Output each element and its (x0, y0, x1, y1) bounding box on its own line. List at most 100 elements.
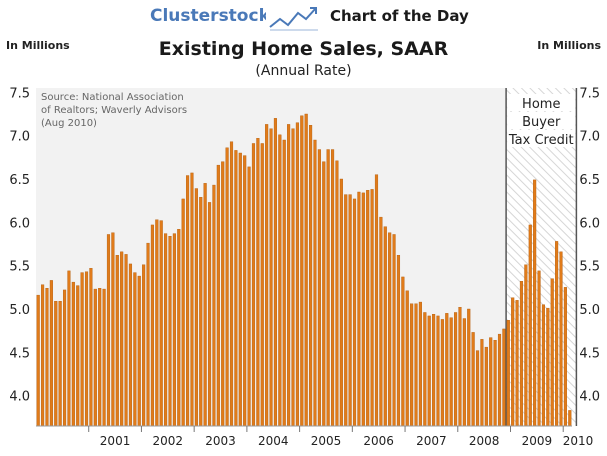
bar (436, 315, 440, 427)
bar (63, 289, 67, 427)
bar (396, 255, 401, 427)
bar (203, 183, 207, 427)
bar (462, 318, 466, 427)
bar (36, 294, 40, 427)
bar (291, 128, 295, 427)
bar (348, 194, 352, 427)
bar (177, 229, 181, 427)
bar (533, 179, 537, 427)
bar (194, 188, 198, 427)
bar (89, 268, 93, 427)
bar (568, 410, 572, 427)
bar (410, 303, 414, 427)
x-tick-label: 2010 (563, 434, 594, 448)
tax-credit-label-bg (507, 112, 576, 129)
bar (366, 190, 370, 427)
bar (111, 232, 115, 427)
bar (313, 139, 317, 427)
source-note: of Realtors; Waverly Advisors (41, 105, 187, 116)
bar (546, 307, 550, 427)
y-tick-label-left: 5.0 (9, 303, 30, 318)
bar (260, 143, 264, 427)
bar (475, 350, 480, 427)
bar (524, 264, 528, 427)
bar (102, 288, 106, 427)
source-note: (Aug 2010) (41, 118, 97, 129)
x-tick-label: 2004 (258, 434, 289, 448)
bar (84, 271, 89, 427)
bar (282, 139, 286, 427)
bar (388, 232, 392, 427)
bar (190, 172, 194, 427)
bar (449, 317, 453, 427)
bar (309, 125, 313, 427)
bar (515, 300, 519, 427)
bar (146, 242, 150, 427)
bar (159, 220, 163, 427)
bar (80, 272, 84, 427)
y-tick-label-left: 5.5 (9, 260, 30, 275)
bar (265, 124, 269, 427)
bar (454, 312, 458, 427)
bar (221, 161, 225, 427)
y-tick-label-left: 7.5 (9, 86, 30, 101)
chart-of-the-day-label: Chart of the Day (330, 7, 469, 25)
y-tick-label-right: 4.0 (579, 390, 600, 405)
bar (212, 184, 216, 427)
x-tick-label: 2005 (311, 434, 342, 448)
bar (550, 278, 554, 427)
y-tick-label-right: 7.0 (579, 130, 600, 145)
bar (555, 241, 559, 427)
tax-credit-label-bg (507, 130, 576, 147)
brand-name[interactable]: Clusterstock (150, 6, 270, 26)
bar (357, 191, 361, 427)
bar (269, 128, 273, 427)
bar (120, 251, 124, 427)
bar (41, 284, 45, 427)
bar (150, 224, 154, 427)
y-tick-label-left: 4.0 (9, 390, 30, 405)
y-tick-label-right: 4.5 (579, 346, 600, 361)
bar (256, 138, 260, 427)
bar (502, 328, 506, 427)
bar (467, 308, 471, 427)
bar (225, 147, 229, 427)
bar (370, 189, 374, 427)
bar (519, 281, 524, 427)
x-tick-label: 2006 (363, 434, 394, 448)
chart-subtitle: (Annual Rate) (255, 63, 352, 79)
bar (71, 281, 75, 427)
bar (484, 346, 488, 427)
bar (352, 198, 357, 427)
bar (45, 288, 49, 427)
x-tick-label: 2009 (522, 434, 553, 448)
bar (238, 152, 242, 427)
bar (339, 178, 343, 427)
tax-credit-label: Buyer (522, 115, 561, 130)
x-tick-label: 2002 (153, 434, 184, 448)
bar (528, 224, 532, 427)
bar (489, 337, 493, 427)
x-tick-label: 2008 (469, 434, 500, 448)
y-tick-label-left: 7.0 (9, 130, 30, 145)
y-tick-label-right: 6.0 (579, 216, 600, 231)
bar (207, 202, 212, 427)
bar (186, 175, 190, 427)
bar (247, 166, 251, 427)
trend-chart-icon (266, 3, 322, 33)
bar (58, 301, 62, 427)
bar (115, 255, 119, 427)
bar (278, 134, 282, 427)
bar (216, 164, 220, 427)
bar (199, 196, 203, 427)
bar (168, 235, 172, 427)
y-tick-label-right: 5.0 (579, 303, 600, 318)
bar (76, 285, 80, 427)
bar (295, 122, 299, 427)
bar (106, 234, 111, 427)
chart-title: Existing Home Sales, SAAR (158, 38, 449, 60)
bar (427, 315, 431, 427)
bar (506, 320, 510, 427)
